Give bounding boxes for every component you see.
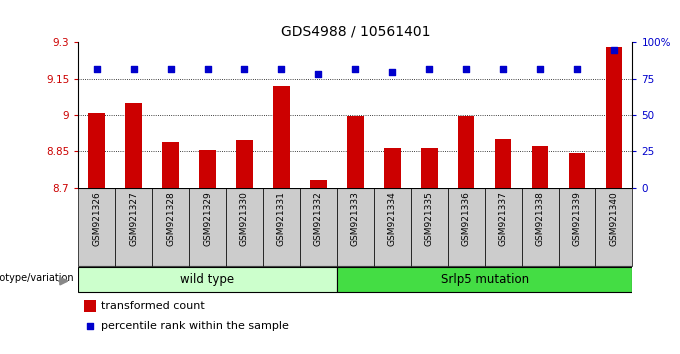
Bar [596, 188, 632, 266]
Point [571, 66, 582, 72]
Text: GSM921337: GSM921337 [498, 192, 507, 246]
Text: GSM921330: GSM921330 [240, 192, 249, 246]
Bar [84, 300, 96, 312]
Bar [347, 116, 364, 188]
Text: Srlp5 mutation: Srlp5 mutation [441, 273, 528, 286]
Text: GSM921335: GSM921335 [425, 192, 434, 246]
Text: GSM921336: GSM921336 [462, 192, 471, 246]
Bar [163, 142, 179, 188]
Text: GSM921338: GSM921338 [536, 192, 545, 246]
Bar [125, 103, 142, 188]
Point [609, 47, 619, 53]
Point [84, 323, 95, 329]
Bar [337, 188, 374, 266]
Bar [310, 180, 326, 188]
Point [498, 66, 509, 72]
Title: GDS4988 / 10561401: GDS4988 / 10561401 [281, 24, 430, 39]
Bar [300, 188, 337, 266]
Point [534, 66, 545, 72]
Bar [236, 141, 253, 188]
Text: transformed count: transformed count [101, 301, 205, 311]
Text: GSM921333: GSM921333 [351, 192, 360, 246]
Bar [337, 267, 632, 292]
Text: GSM921329: GSM921329 [203, 192, 212, 246]
Bar [78, 188, 115, 266]
Bar [199, 150, 216, 188]
Bar [384, 148, 401, 188]
Point [460, 66, 471, 72]
Text: GSM921326: GSM921326 [92, 192, 101, 246]
Bar [558, 188, 596, 266]
Bar [532, 147, 548, 188]
Point [91, 66, 102, 72]
Bar [447, 188, 485, 266]
Bar [273, 86, 290, 188]
Bar [495, 139, 511, 188]
Point [276, 66, 287, 72]
Bar [78, 267, 337, 292]
Bar [88, 113, 105, 188]
Point [313, 72, 324, 77]
Bar [226, 188, 263, 266]
Bar [485, 188, 522, 266]
Text: genotype/variation: genotype/variation [0, 273, 73, 283]
Point [350, 66, 360, 72]
Bar [189, 188, 226, 266]
Bar [458, 116, 475, 188]
Bar [606, 47, 622, 188]
Point [424, 66, 435, 72]
Text: GSM921332: GSM921332 [314, 192, 323, 246]
Point [202, 66, 213, 72]
Point [387, 69, 398, 74]
Bar [115, 188, 152, 266]
Text: GSM921331: GSM921331 [277, 192, 286, 246]
Bar [522, 188, 558, 266]
Bar [568, 153, 585, 188]
Point [128, 66, 139, 72]
Text: GSM921334: GSM921334 [388, 192, 396, 246]
Text: percentile rank within the sample: percentile rank within the sample [101, 321, 290, 331]
Point [165, 66, 176, 72]
Text: wild type: wild type [180, 273, 235, 286]
Text: GSM921340: GSM921340 [609, 192, 618, 246]
Bar [374, 188, 411, 266]
Text: GSM921339: GSM921339 [573, 192, 581, 246]
Point [239, 66, 250, 72]
Bar [411, 188, 447, 266]
Bar [152, 188, 189, 266]
Bar [421, 148, 437, 188]
Bar [263, 188, 300, 266]
Text: GSM921328: GSM921328 [166, 192, 175, 246]
Text: GSM921327: GSM921327 [129, 192, 138, 246]
